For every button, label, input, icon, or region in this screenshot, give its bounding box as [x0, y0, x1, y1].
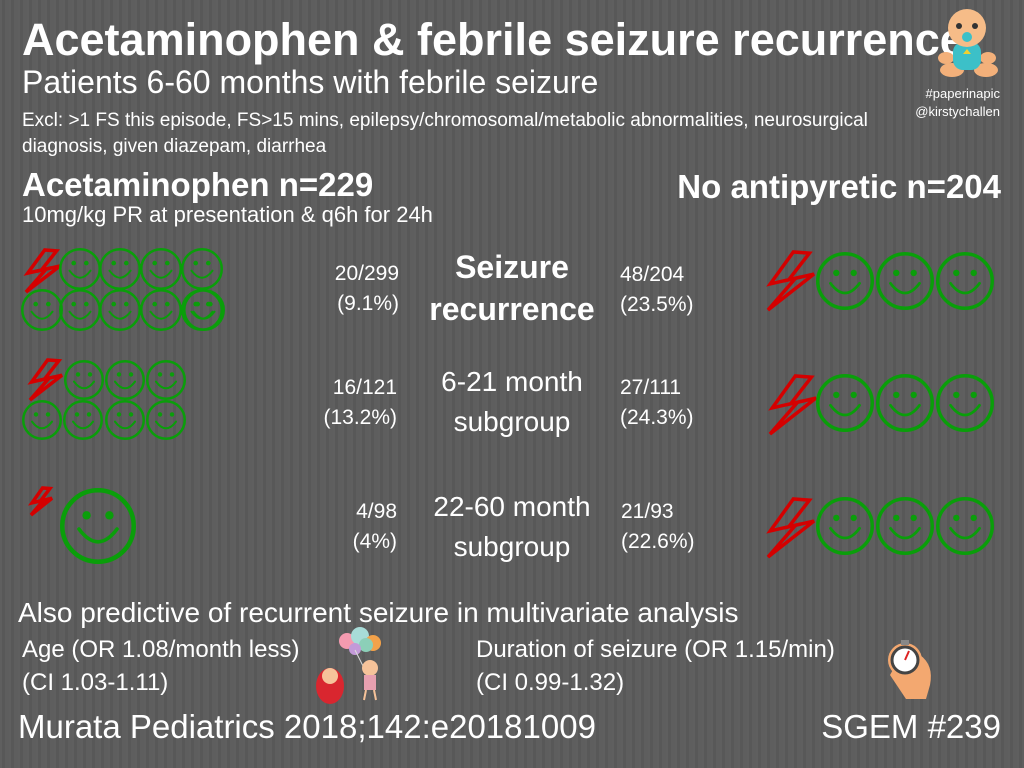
age-predictor: Age (OR 1.08/month less) (CI 1.03-1.11): [22, 633, 299, 699]
duration-predictor: Duration of seizure (OR 1.15/min) (CI 0.…: [476, 633, 835, 699]
label-line-1: 6-21 month: [441, 366, 583, 397]
smiley-face-icon: [815, 373, 874, 432]
smiley-face-icon: [59, 289, 102, 332]
duration-ci: (CI 0.99-1.32): [476, 669, 625, 696]
left-percent: (9.1%): [337, 292, 399, 315]
citation: Murata Pediatrics 2018;142:e20181009: [18, 708, 596, 745]
right-percent: (22.6%): [621, 530, 695, 553]
left-count: 20/299: [334, 262, 399, 285]
right-percent: (23.5%): [620, 293, 694, 316]
row-1-right-result: 48/204 (23.5%): [620, 260, 694, 320]
smiley-face-icon: [99, 247, 142, 290]
smiley-face-icon: [935, 252, 994, 311]
row-3-right-result: 21/93 (22.6%): [621, 497, 695, 557]
lightning-bolt-icon: [23, 248, 62, 294]
smiley-face-icon: [935, 373, 994, 432]
left-percent: (4%): [352, 530, 397, 553]
lightning-bolt-icon: [766, 250, 816, 312]
no-antipyretic-group-title: No antipyretic n=204: [677, 168, 1001, 205]
row-2-left-result: 16/121 (13.2%): [323, 373, 397, 433]
label-line-1: 22-60 month: [433, 491, 591, 522]
label-line-2: subgroup: [453, 531, 571, 562]
smiley-face-icon: [180, 289, 223, 332]
right-percent: (24.3%): [620, 406, 694, 429]
smiley-face-icon: [99, 289, 142, 332]
smiley-face-icon: [815, 252, 874, 311]
smiley-face-icon: [875, 373, 934, 432]
baby-icon: [938, 9, 998, 77]
label-line-2: subgroup: [453, 406, 571, 437]
smiley-face-icon: [139, 247, 182, 290]
smiley-face-icon: [180, 247, 223, 290]
page-subtitle: Patients 6-60 months with febrile seizur…: [22, 64, 599, 100]
duration-or: Duration of seizure (OR 1.15/min): [476, 636, 835, 663]
smiley-face-icon: [935, 496, 994, 555]
age-ci: (CI 1.03-1.11): [22, 669, 169, 696]
left-count: 16/121: [332, 376, 397, 399]
smiley-face-icon: [146, 400, 186, 440]
left-count: 4/98: [356, 500, 397, 523]
smiley-face-icon: [875, 496, 934, 555]
stopwatch-hand-icon: [888, 640, 931, 699]
lightning-bolt-icon: [768, 374, 818, 436]
page-title: Acetaminophen & febrile seizure recurren…: [22, 14, 965, 65]
right-count: 48/204: [620, 263, 685, 286]
smiley-face-icon: [875, 252, 934, 311]
acetaminophen-group-title: Acetaminophen n=229: [22, 166, 374, 203]
hashtag: #paperinapic: [925, 86, 1000, 101]
exclusion-criteria: Excl: >1 FS this episode, FS>15 mins, ep…: [22, 110, 868, 157]
smiley-face-icon: [59, 487, 137, 565]
smiley-face-icon: [105, 400, 145, 440]
author-handle: @kirstychallen: [915, 104, 1000, 119]
right-count: 21/93: [621, 500, 674, 523]
lightning-bolt-icon: [27, 358, 64, 402]
smiley-face-icon: [182, 289, 225, 332]
smiley-face-icon: [22, 400, 62, 440]
age-or: Age (OR 1.08/month less): [22, 636, 300, 663]
smiley-face-icon: [146, 360, 186, 400]
acetaminophen-dosing: 10mg/kg PR at presentation & q6h for 24h: [22, 202, 433, 227]
smiley-face-icon: [105, 360, 145, 400]
row-3-label: 22-60 month subgroup: [412, 487, 612, 567]
sgem-episode: SGEM #239: [821, 708, 1001, 745]
smiley-face-icon: [139, 289, 182, 332]
lightning-bolt-icon: [766, 497, 816, 559]
lightning-bolt-icon: [27, 486, 54, 517]
row-3-left-result: 4/98 (4%): [353, 497, 397, 557]
smiley-face-icon: [63, 400, 103, 440]
smiley-face-icon: [59, 247, 102, 290]
smiley-face-icon: [21, 289, 63, 332]
label-line-1: Seizure: [455, 249, 569, 285]
label-line-2: recurrence: [429, 291, 595, 327]
predictors-heading: Also predictive of recurrent seizure in …: [18, 597, 739, 628]
kids-with-balloons-icon: [316, 627, 381, 704]
smiley-face-icon: [64, 360, 104, 400]
row-1-label: Seizure recurrence: [412, 246, 612, 330]
row-2-right-result: 27/111 (24.3%): [620, 373, 694, 433]
row-1-left-result: 20/299 (9.1%): [335, 259, 399, 319]
left-percent: (13.2%): [323, 406, 397, 429]
smiley-face-icon: [815, 496, 874, 555]
right-count: 27/111: [620, 376, 682, 399]
row-2-label: 6-21 month subgroup: [412, 362, 612, 442]
